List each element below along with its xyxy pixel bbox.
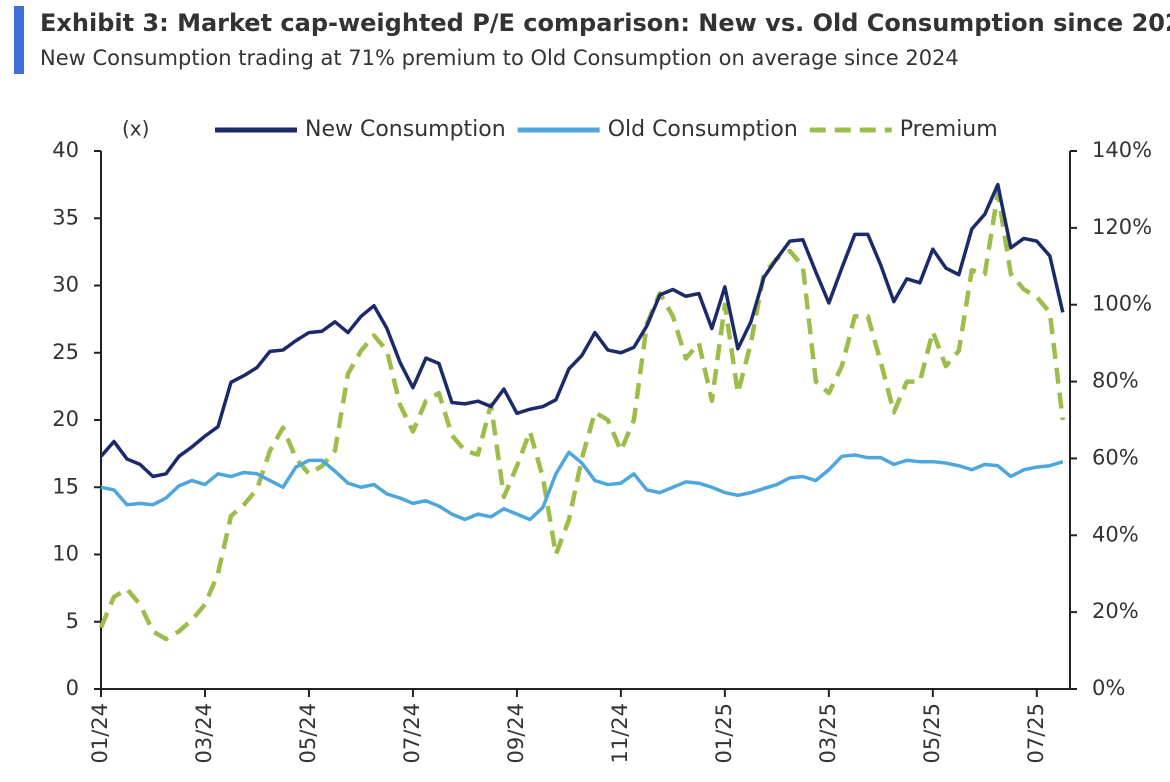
series-line xyxy=(100,450,1064,522)
y-tick-label: 35 xyxy=(52,205,79,229)
y2-tick-label: 120% xyxy=(1092,215,1152,239)
y-tick-label: 20 xyxy=(52,407,79,431)
x-tick-label: 11/24 xyxy=(608,703,632,764)
legend-label: Old Consumption xyxy=(608,117,798,142)
y-tick-label: 0 xyxy=(66,676,79,700)
series-line xyxy=(99,182,1065,479)
legend-label: New Consumption xyxy=(305,117,506,142)
y-tick-label: 10 xyxy=(52,542,79,566)
y-tick-label: 5 xyxy=(66,609,79,633)
x-tick-label: 01/24 xyxy=(88,703,112,764)
y-tick-label: 25 xyxy=(52,340,79,364)
x-tick-label: 05/24 xyxy=(296,703,320,764)
x-tick-label: 01/25 xyxy=(712,703,736,764)
chart-title: Exhibit 3: Market cap-weighted P/E compa… xyxy=(40,9,1170,37)
x-tick-label: 05/25 xyxy=(920,703,944,764)
y-tick-label: 15 xyxy=(52,474,79,498)
y2-tick-label: 20% xyxy=(1092,599,1139,623)
chart-subtitle: New Consumption trading at 71% premium t… xyxy=(40,46,959,70)
title-bar xyxy=(14,6,24,74)
y2-tick-label: 40% xyxy=(1092,522,1139,546)
x-tick-label: 03/24 xyxy=(192,703,216,764)
y2-tick-label: 100% xyxy=(1092,292,1152,316)
y2-tick-label: 60% xyxy=(1092,445,1139,469)
x-tick-label: 09/24 xyxy=(504,703,528,764)
y2-tick-label: 140% xyxy=(1092,138,1152,162)
series-line xyxy=(98,191,1066,642)
x-tick-label: 07/24 xyxy=(400,703,424,764)
x-tick-label: 07/25 xyxy=(1024,703,1048,764)
y-tick-label: 40 xyxy=(52,138,79,162)
y-axis-label: (x) xyxy=(122,117,149,141)
y2-tick-label: 80% xyxy=(1092,369,1139,393)
y-tick-label: 30 xyxy=(52,273,79,297)
y2-tick-label: 0% xyxy=(1092,676,1125,700)
legend-label: Premium xyxy=(900,117,998,142)
x-tick-label: 03/25 xyxy=(816,703,840,764)
